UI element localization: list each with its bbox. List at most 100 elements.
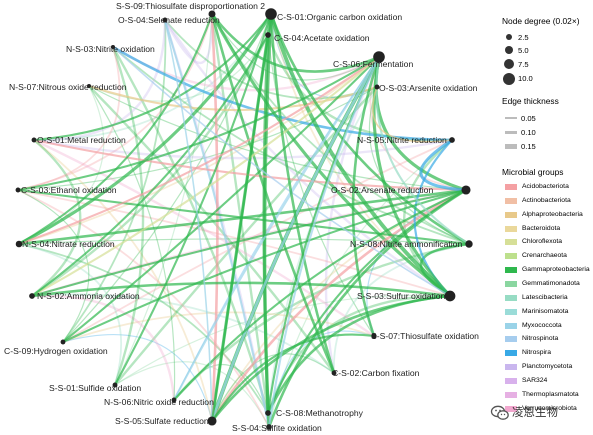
- node-O-S-03: [374, 84, 380, 90]
- background-arc: [267, 86, 378, 414]
- background-arc: [163, 13, 214, 65]
- node-label-C-S-01: C-S-01:Organic carbon oxidation: [277, 12, 402, 22]
- node-N-S-04: [15, 240, 23, 248]
- background-arc: [31, 294, 176, 401]
- watermark-text: 凌恩生物: [512, 405, 558, 419]
- node-C-S-02: [331, 370, 337, 376]
- background-arc: [33, 19, 167, 142]
- node-label-O-S-02: O-S-02:Arsenate reduction: [331, 185, 433, 195]
- node-O-S-01: [31, 137, 37, 143]
- legend-group-label: Verrucomicrobiota: [522, 404, 577, 412]
- background-arc: [17, 189, 451, 297]
- edge-O-S-03-N-S-05: [372, 86, 453, 143]
- edge-C-S-04-S-S-05: [210, 33, 270, 423]
- edge-S-S-09-N-S-04: [17, 12, 214, 246]
- background-arc: [369, 56, 467, 191]
- legend-edge-label: 0.05: [521, 114, 536, 123]
- edge-C-S-09-C-S-06: [61, 55, 381, 344]
- background-arc: [114, 294, 451, 386]
- background-arc: [18, 56, 380, 245]
- edge-N-S-06-C-S-06: [172, 55, 381, 402]
- legend-group-label: Planctomycetota: [522, 363, 573, 371]
- legend-group-swatch: [505, 377, 517, 384]
- legend-group-label: SAR324: [522, 376, 548, 384]
- wechat-logo-icon: [490, 405, 509, 420]
- legend-group-label: Chloroflexota: [522, 238, 563, 246]
- edge-C-S-01-S-S-03: [269, 12, 452, 298]
- legend-degree-dot: [506, 34, 512, 40]
- legend-group-label: Marinisomatota: [522, 307, 569, 315]
- background-arc: [62, 139, 453, 343]
- legend-group-label: Alphaproteobacteria: [522, 210, 583, 218]
- legend-edge-label: 0.10: [521, 128, 536, 137]
- legend-degree-label: 5.0: [518, 46, 529, 55]
- legend-group-label: Crenarchaeota: [522, 252, 567, 260]
- legend-group-label: Gammaproteobacteria: [522, 266, 590, 274]
- legend-group-swatch: [505, 308, 517, 315]
- node-S-S-09: [208, 10, 216, 18]
- node-label-O-S-01: O-S-01:Metal reduction: [37, 135, 126, 145]
- node-label-S-S-04: S-S-04:Sulfite oxidation: [232, 423, 322, 433]
- node-label-N-S-06: N-S-06:Nitric oxide reduction: [104, 397, 214, 407]
- node-label-S-S-05: S-S-05:Sulfate reduction: [115, 416, 209, 426]
- legend-group-swatch: [505, 405, 517, 412]
- edge-S-S-09-S-S-03: [210, 12, 452, 298]
- legend-group-swatch: [505, 184, 517, 190]
- background-arc: [17, 189, 270, 428]
- legend-group-swatch: [505, 253, 517, 260]
- edge-S-S-01-C-S-01: [113, 12, 273, 387]
- edges-layer: [16, 12, 471, 429]
- edge-C-S-03-C-S-06: [16, 55, 381, 192]
- legend-group-swatch: [505, 225, 517, 232]
- network-diagram: S-S-09:Thiosulfate disproportionation 2 C…: [4, 1, 479, 433]
- edge-N-S-04-C-S-06: [17, 55, 381, 246]
- node-N-S-07: [86, 83, 92, 89]
- legend-group-swatch: [505, 211, 517, 218]
- node-C-S-03: [15, 187, 21, 193]
- edge-S-S-05-S-S-07: [210, 333, 376, 423]
- legend-group-swatch: [505, 197, 517, 204]
- legend-degree-dot: [504, 59, 514, 69]
- node-label-C-S-09: C-S-09:Hydrogen oxidation: [4, 346, 108, 356]
- labels-layer: S-S-09:Thiosulfate disproportionation 2 C…: [4, 1, 479, 433]
- node-label-N-S-07: N-S-07:Nitrous oxide reduction: [9, 82, 127, 92]
- edge-N-S-06-O-S-02: [172, 188, 468, 402]
- legend-group-swatch: [505, 336, 517, 343]
- background-arc: [18, 243, 123, 386]
- node-C-S-09: [60, 339, 66, 345]
- edge-C-S-02-S-S-09: [210, 12, 336, 375]
- legend-group-swatch: [505, 267, 517, 274]
- legend-edge-label: 0.15: [521, 142, 536, 151]
- legend-edge-bar: [505, 117, 517, 119]
- legend-edge-bar: [505, 144, 517, 149]
- background-arc: [31, 139, 82, 297]
- node-label-N-S-04: N-S-04:Nitrate reduction: [22, 239, 115, 249]
- background-arc: [17, 46, 121, 191]
- watermark: 凌恩生物: [488, 401, 593, 425]
- legend-group-label: Gemmatimonadota: [522, 279, 580, 287]
- legend-group-label: Nitrospira: [522, 349, 552, 357]
- node-label-S-S-01: S-S-01:Sulfide oxidation: [49, 383, 141, 393]
- background-arc: [17, 86, 378, 191]
- edge-C-S-01-N-S-04: [17, 12, 273, 246]
- edge-S-S-03-C-S-08: [266, 294, 452, 415]
- node-S-S-07: [371, 333, 377, 339]
- legend-degree-label: 10.0: [518, 74, 533, 83]
- legend-degree-label: 7.5: [518, 60, 529, 69]
- background-arc: [62, 334, 213, 422]
- edge-O-S-04-S-S-04: [163, 18, 271, 429]
- background-arc: [17, 189, 90, 343]
- legend-group-label: Thermoplasmatota: [522, 390, 579, 398]
- node-label-S-S-03: S-S-03:Sulfur oxidation: [357, 291, 446, 301]
- edge-N-S-03-S-S-03: [112, 46, 451, 297]
- node-O-S-02: [461, 185, 471, 195]
- node-C-S-08: [265, 410, 271, 416]
- node-label-O-S-04: O-S-04:Selenate reduction: [118, 15, 220, 25]
- legend-group-swatch: [505, 294, 517, 301]
- edge-S-S-05-O-S-02: [210, 188, 468, 423]
- background-arc: [62, 19, 167, 343]
- node-N-S-05: [449, 137, 455, 143]
- node-C-S-01: [265, 8, 277, 20]
- edge-S-S-05-C-S-06: [210, 55, 381, 423]
- node-label-N-S-05: N-S-05:Nitrite reduction: [357, 135, 447, 145]
